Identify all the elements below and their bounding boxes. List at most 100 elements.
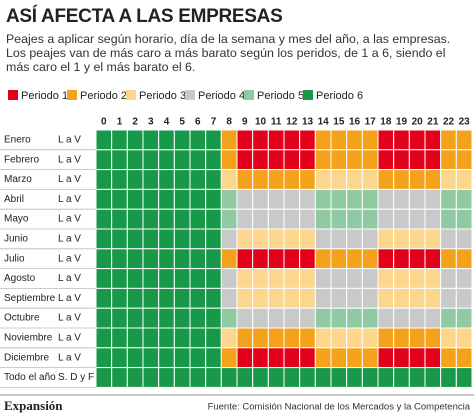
period-cell — [252, 228, 269, 250]
period-cell — [142, 327, 160, 349]
period-cell — [205, 287, 222, 309]
period-cell — [440, 307, 457, 329]
period-cell — [236, 228, 254, 250]
period-cell — [408, 347, 426, 369]
period-cell — [330, 268, 348, 289]
period-cell — [455, 327, 473, 349]
period-cell — [299, 149, 316, 171]
hour-label: 19 — [396, 117, 408, 128]
period-cell — [361, 169, 379, 190]
period-cell — [158, 307, 175, 329]
period-cell — [299, 208, 316, 230]
period-cell — [142, 208, 160, 230]
period-cell — [393, 169, 410, 190]
period-cell — [455, 347, 473, 369]
period-cell — [158, 347, 175, 369]
period-cell — [299, 347, 316, 369]
period-cell — [408, 208, 426, 230]
period-cell — [377, 268, 395, 289]
legend-label: Periodo 4 — [198, 90, 245, 102]
period-cell — [330, 208, 348, 230]
period-cell — [95, 208, 113, 230]
period-cell — [361, 129, 379, 151]
period-cell — [393, 307, 410, 329]
period-cell — [393, 367, 410, 388]
period-cell — [205, 367, 222, 388]
period-cell — [267, 347, 285, 369]
period-cell — [111, 268, 128, 289]
period-cell — [236, 327, 254, 349]
period-cell — [408, 129, 426, 151]
period-cell — [173, 307, 191, 329]
period-cell — [142, 228, 160, 250]
legend-swatch — [126, 90, 136, 100]
period-cell — [408, 149, 426, 171]
period-cell — [252, 208, 269, 230]
period-cell — [111, 228, 128, 250]
period-cell — [440, 208, 457, 230]
period-cell — [299, 367, 316, 388]
period-cell — [408, 268, 426, 289]
period-cell — [173, 268, 191, 289]
period-cell — [314, 327, 332, 349]
period-cell — [126, 287, 144, 309]
period-cell — [283, 347, 301, 369]
period-cell — [440, 347, 457, 369]
period-cell — [173, 188, 191, 210]
period-cell — [299, 268, 316, 289]
period-cell — [440, 268, 457, 289]
period-cell — [330, 129, 348, 151]
hour-label: 8 — [226, 117, 232, 128]
period-cell — [252, 367, 269, 388]
period-cell — [377, 248, 395, 270]
period-cell — [95, 347, 113, 369]
period-cell — [189, 307, 207, 329]
period-cell — [267, 169, 285, 190]
period-cell — [440, 188, 457, 210]
period-cell — [408, 228, 426, 250]
period-cell — [267, 248, 285, 270]
legend-label: Periodo 1 — [21, 90, 68, 102]
period-cell — [236, 129, 254, 151]
period-cell — [393, 248, 410, 270]
period-cell — [424, 188, 442, 210]
month-label: Marzo — [4, 174, 32, 185]
period-cell — [408, 169, 426, 190]
period-cell — [142, 188, 160, 210]
period-cell — [330, 327, 348, 349]
period-cell — [377, 208, 395, 230]
period-cell — [126, 248, 144, 270]
period-cell — [455, 228, 473, 250]
days-label: L a V — [58, 313, 81, 324]
period-cell — [455, 287, 473, 309]
period-cell — [455, 149, 473, 171]
period-cell — [408, 367, 426, 388]
period-cell — [158, 268, 175, 289]
period-cell — [142, 268, 160, 289]
legend-swatch — [303, 90, 313, 100]
hour-label: 9 — [242, 117, 248, 128]
period-cell — [252, 149, 269, 171]
period-cell — [158, 208, 175, 230]
hour-label: 23 — [459, 117, 471, 128]
period-cell — [314, 129, 332, 151]
period-cell — [283, 248, 301, 270]
month-label: Enero — [4, 135, 31, 146]
period-cell — [299, 327, 316, 349]
period-cell — [142, 347, 160, 369]
period-cell — [283, 287, 301, 309]
period-cell — [142, 169, 160, 190]
period-cell — [440, 367, 457, 388]
period-cell — [314, 248, 332, 270]
days-label: L a V — [58, 174, 81, 185]
period-cell — [393, 149, 410, 171]
period-cell — [220, 287, 238, 309]
period-cell — [189, 268, 207, 289]
source: Fuente: Comisión Nacional de los Mercado… — [208, 402, 471, 413]
period-cell — [142, 287, 160, 309]
period-cell — [377, 149, 395, 171]
period-cell — [111, 129, 128, 151]
period-cell — [361, 367, 379, 388]
period-cell — [361, 228, 379, 250]
period-cell — [455, 169, 473, 190]
